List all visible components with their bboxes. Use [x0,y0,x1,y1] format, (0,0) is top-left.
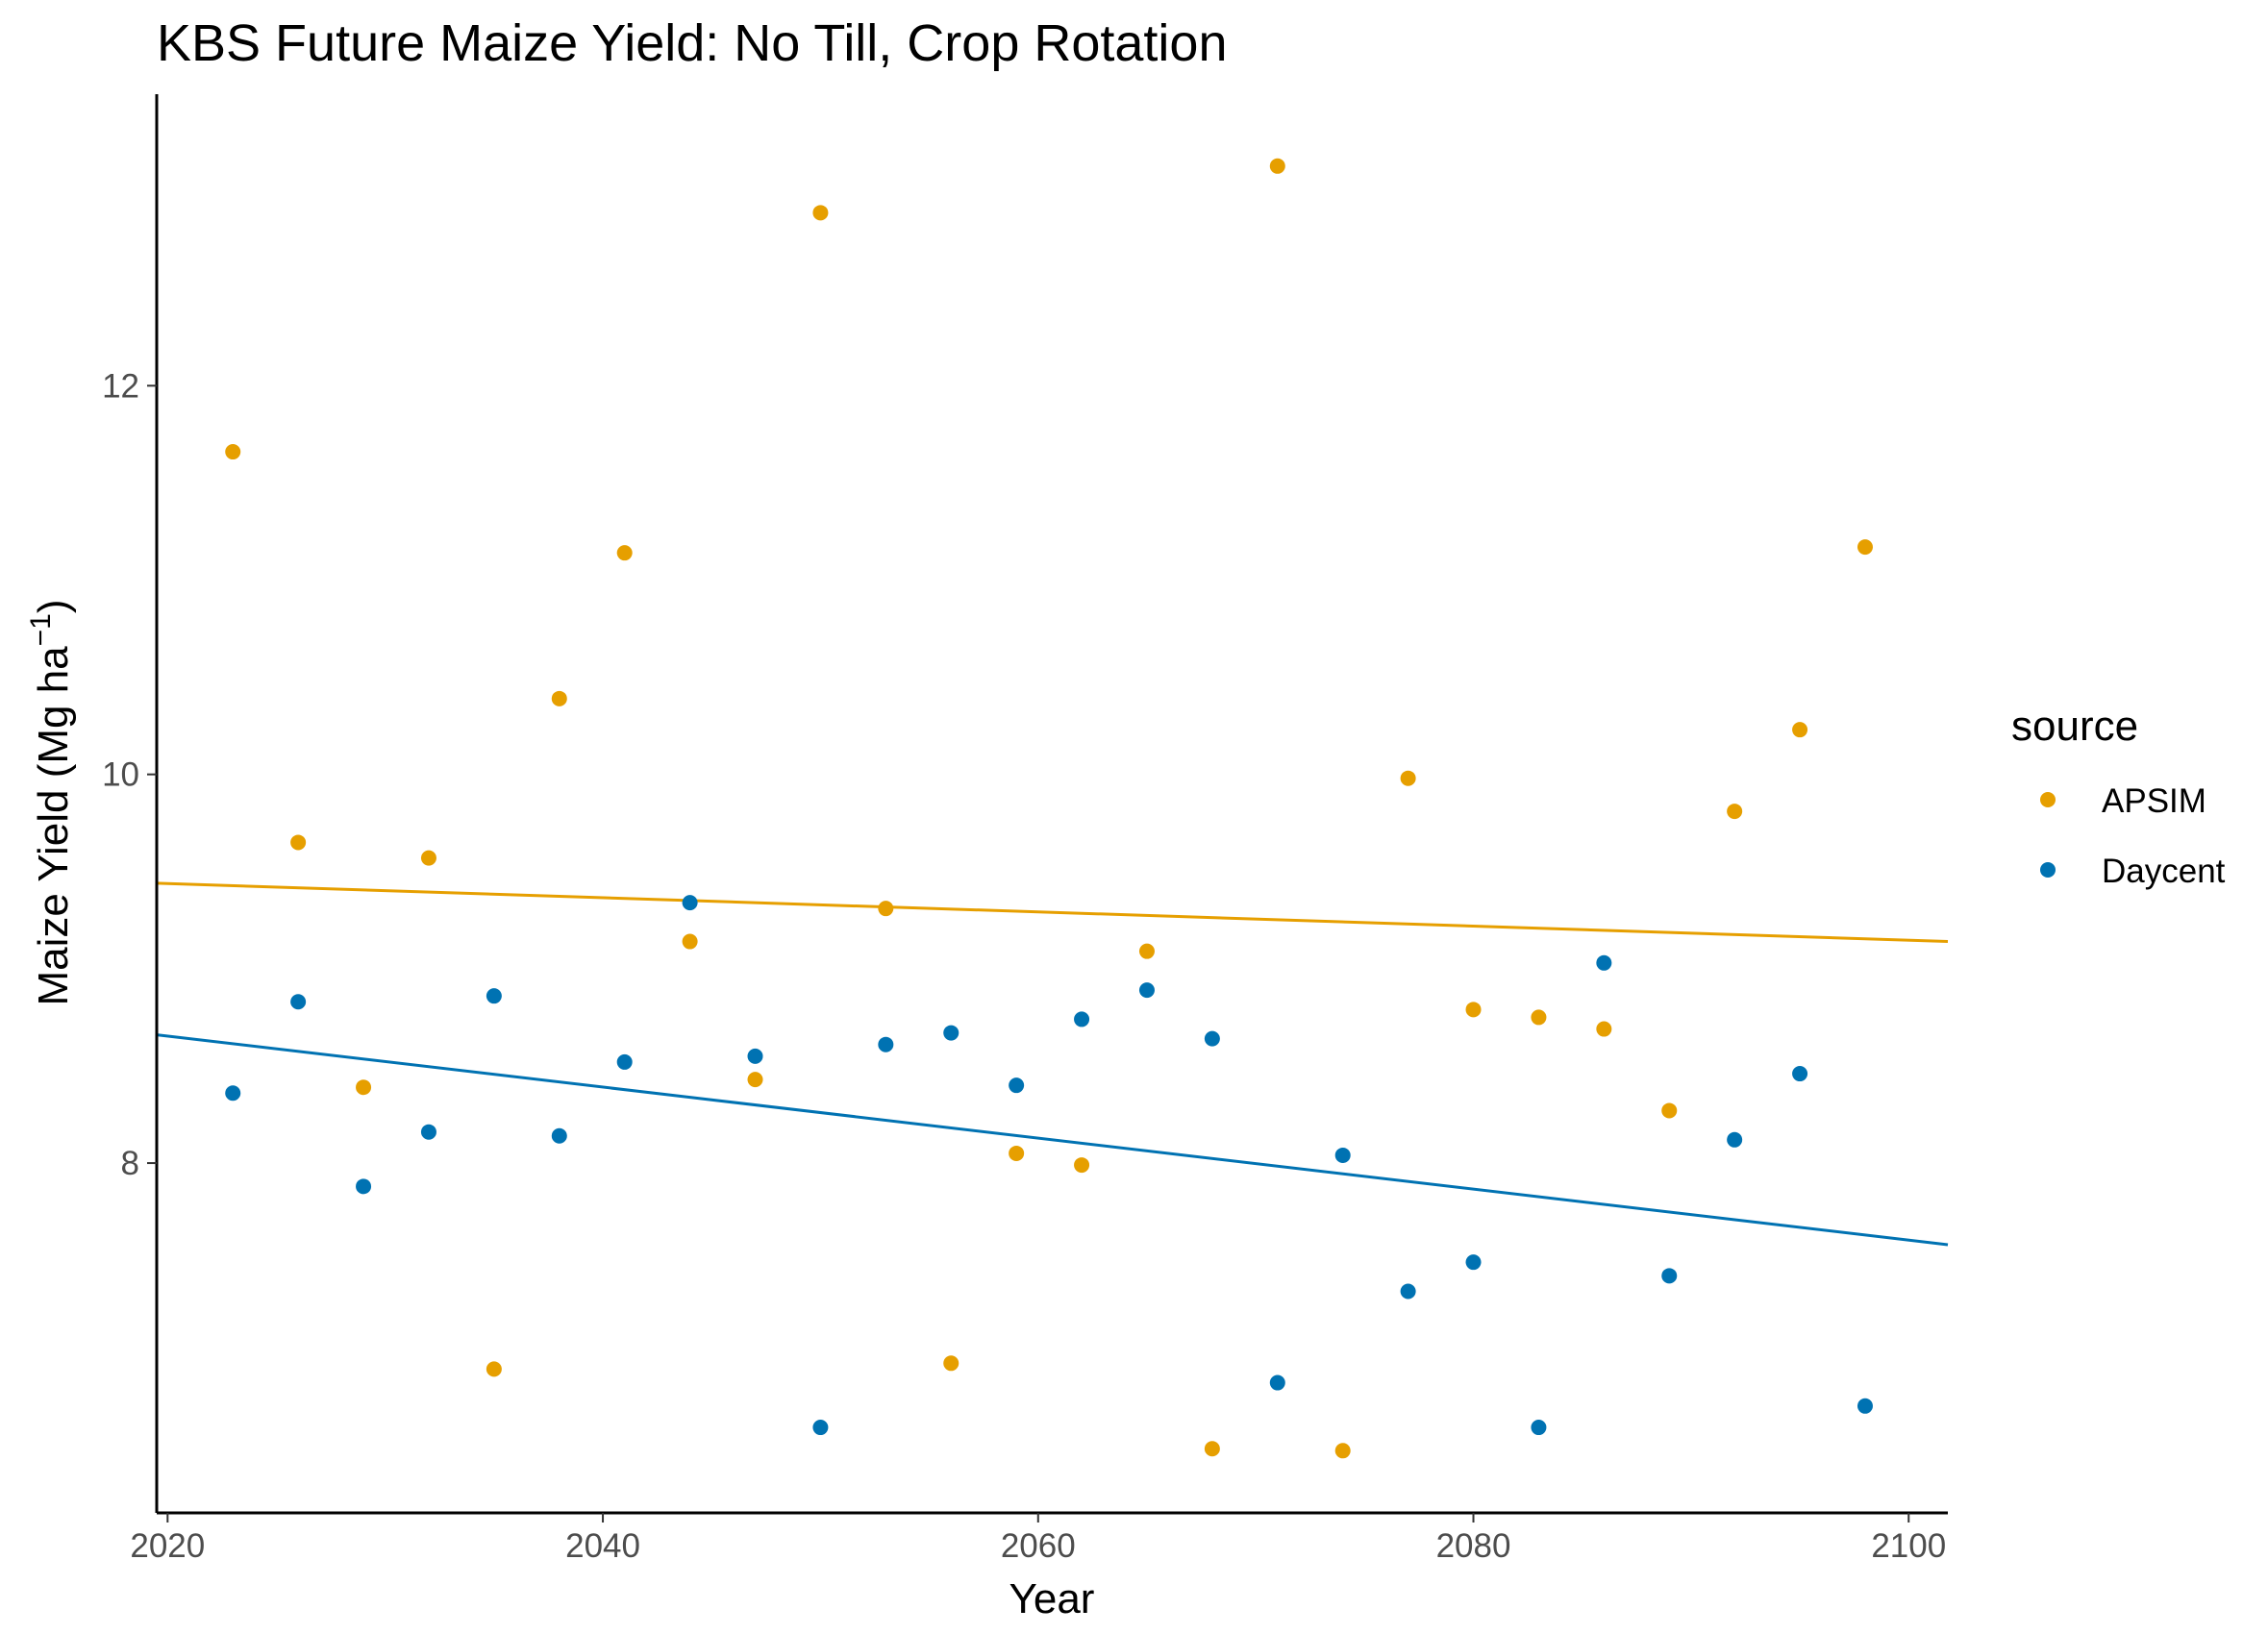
x-axis-title: Year [1009,1575,1095,1622]
legend-label-daycent: Daycent [2102,853,2226,890]
y-tick-label: 8 [121,1145,139,1182]
point-apsim [1857,539,1873,556]
legend: source APSIM Daycent [2011,703,2226,890]
point-daycent [616,1053,633,1070]
point-daycent [1009,1077,1025,1094]
point-daycent [747,1048,763,1064]
y-tick-label: 12 [102,367,139,405]
point-daycent [682,895,698,911]
point-apsim [551,690,567,706]
point-apsim [1531,1009,1547,1026]
point-daycent [1792,1066,1808,1082]
point-daycent [1334,1147,1351,1163]
point-apsim [225,444,241,460]
x-tick-label: 2100 [1871,1527,1946,1565]
point-apsim [682,933,698,950]
y-axis-title-main: Maize Yield (Mg ha [30,646,77,1006]
legend-title: source [2011,703,2138,750]
trend-lines [156,881,1949,1247]
point-apsim [616,545,633,561]
legend-label-apsim: APSIM [2102,782,2206,820]
y-axis-title-superscript: −1 [25,613,57,646]
x-ticks: 2020 2040 2060 2080 2100 [130,1513,1946,1565]
point-apsim [1596,1021,1612,1037]
legend-key-apsim [2040,792,2056,807]
trend-line-daycent [156,1033,1949,1247]
point-daycent [943,1025,960,1041]
x-tick-label: 2080 [1436,1527,1511,1565]
data-points [225,158,1873,1459]
legend-key-daycent [2040,862,2056,878]
point-apsim [1465,1002,1482,1018]
point-daycent [1661,1268,1678,1284]
point-daycent [812,1420,829,1436]
point-daycent [1400,1283,1416,1300]
point-daycent [1269,1374,1285,1391]
point-apsim [356,1079,372,1096]
point-apsim [420,850,436,866]
point-apsim [1661,1102,1678,1119]
point-daycent [1138,982,1155,999]
point-apsim [1204,1441,1220,1457]
point-apsim [943,1355,960,1372]
point-daycent [1531,1420,1547,1436]
x-tick-label: 2060 [1001,1527,1076,1565]
y-axis-title-end: ) [30,599,77,613]
point-daycent [1074,1011,1090,1027]
point-daycent [878,1036,894,1052]
trend-line-apsim [156,881,1949,944]
point-apsim [290,834,307,851]
point-daycent [1727,1131,1743,1148]
point-apsim [486,1361,502,1377]
point-apsim [1792,722,1808,738]
point-daycent [420,1124,436,1140]
point-daycent [486,988,502,1004]
point-daycent [1465,1254,1482,1271]
point-apsim [1074,1157,1090,1174]
point-daycent [290,994,307,1010]
point-apsim [1009,1145,1025,1161]
point-apsim [1400,770,1416,786]
point-apsim [1269,158,1285,174]
point-apsim [1727,804,1743,820]
chart-title: KBS Future Maize Yield: No Till, Crop Ro… [157,14,1228,72]
point-daycent [551,1127,567,1144]
point-daycent [356,1178,372,1195]
point-daycent [1857,1398,1873,1414]
x-tick-label: 2020 [130,1527,205,1565]
y-tick-label: 10 [102,756,139,794]
y-ticks: 8 10 12 [102,367,157,1182]
point-daycent [1204,1030,1220,1047]
x-tick-label: 2040 [565,1527,640,1565]
point-daycent [1596,954,1612,971]
point-apsim [812,205,829,221]
point-apsim [1334,1443,1351,1459]
y-axis-title: Maize Yield (Mg ha−1) [25,599,77,1005]
point-apsim [747,1072,763,1088]
point-apsim [878,901,894,917]
point-apsim [1138,943,1155,959]
point-daycent [225,1085,241,1102]
